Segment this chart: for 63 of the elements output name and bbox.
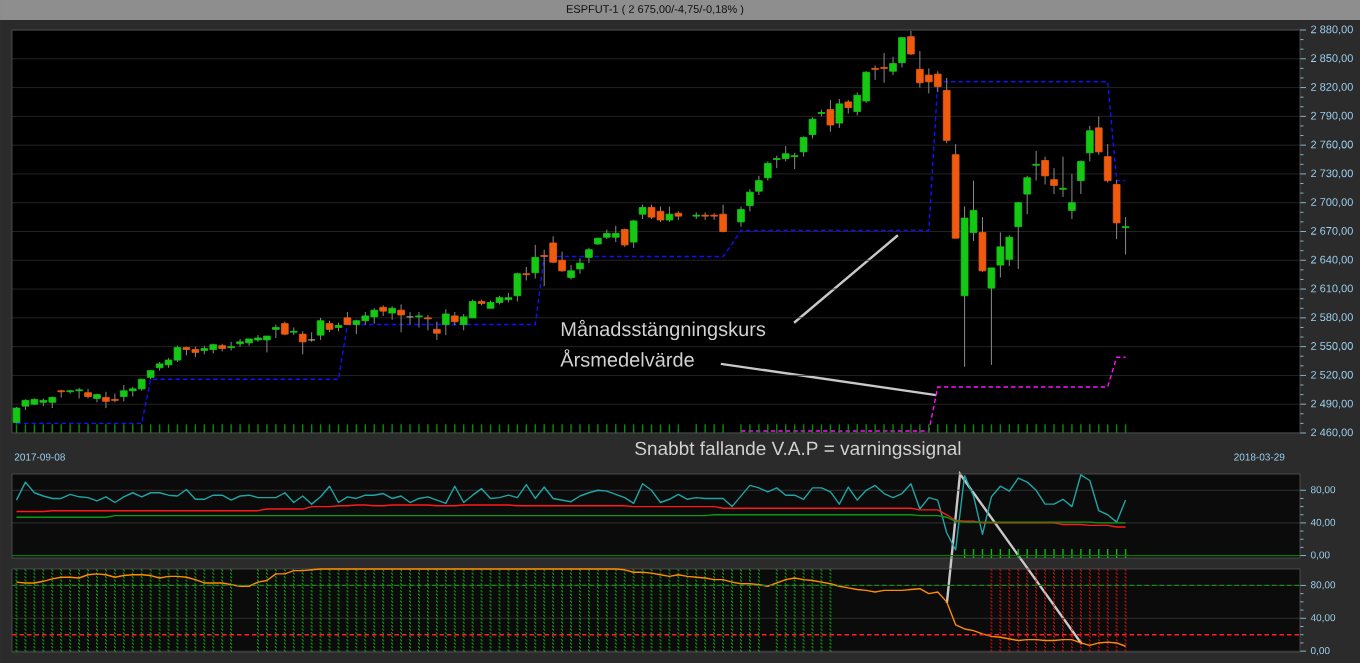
candlestick bbox=[1059, 156, 1067, 198]
candlestick bbox=[1094, 115, 1103, 156]
candlestick bbox=[808, 116, 817, 139]
candlestick bbox=[415, 311, 423, 328]
chart-title: ESPFUT-1 ( 2 675,00/-4,75/-0,18% ) bbox=[566, 4, 744, 16]
y-tick-label: 2 610,00 bbox=[1311, 284, 1353, 294]
candlestick bbox=[1023, 175, 1031, 215]
candlestick bbox=[442, 308, 450, 336]
candlestick bbox=[513, 272, 522, 303]
y-tick-label: 2 670,00 bbox=[1311, 226, 1353, 237]
candlestick bbox=[272, 324, 280, 339]
y-tick-label: 2 490,00 bbox=[1311, 399, 1353, 409]
y-tick-label: 2 850,00 bbox=[1311, 54, 1353, 64]
candlestick bbox=[764, 160, 772, 182]
candlestick bbox=[1077, 159, 1085, 195]
y-tick-label: 2 730,00 bbox=[1311, 169, 1353, 179]
candlestick bbox=[907, 30, 915, 56]
candlestick bbox=[1121, 216, 1130, 256]
candlestick bbox=[629, 219, 638, 249]
y-tick-label: 2 760,00 bbox=[1311, 140, 1353, 150]
candlestick bbox=[737, 206, 745, 228]
y-tick-label: 2 460,00 bbox=[1311, 428, 1353, 438]
candlestick bbox=[1050, 167, 1058, 195]
candlestick bbox=[298, 330, 307, 355]
candlestick bbox=[799, 136, 808, 158]
text: 2017-09-08 bbox=[14, 453, 65, 461]
y-tick-label: 2 640,00 bbox=[1311, 255, 1353, 265]
text: 2018-03-29 bbox=[1234, 453, 1285, 461]
candlestick bbox=[1032, 150, 1040, 182]
candlestick bbox=[576, 257, 584, 275]
candlestick bbox=[397, 303, 405, 333]
candlestick bbox=[406, 311, 414, 326]
candlestick bbox=[1086, 125, 1094, 162]
text: Snabbt fallande V.A.P = varningssignal bbox=[635, 441, 961, 459]
candlestick bbox=[826, 99, 835, 133]
y-tick-label: 2 550,00 bbox=[1311, 342, 1353, 352]
series-label: Månadsstängningskurs bbox=[561, 319, 766, 341]
candlestick bbox=[388, 305, 396, 321]
y-tick-label: 80,00 bbox=[1310, 581, 1336, 590]
candlestick bbox=[316, 317, 325, 341]
y-tick-label: 40,00 bbox=[1310, 614, 1336, 623]
y-tick-label: 40,00 bbox=[1310, 518, 1336, 528]
y-tick-label: 2 580,00 bbox=[1311, 313, 1353, 323]
candlestick bbox=[987, 267, 996, 366]
candlestick bbox=[1041, 156, 1049, 185]
candlestick bbox=[531, 244, 540, 279]
candlestick bbox=[433, 321, 441, 341]
annotation: Årsmedelvärde bbox=[560, 349, 694, 367]
y-tick-label: 2 880,00 bbox=[1311, 25, 1353, 35]
y-tick-label: 0,00 bbox=[1310, 647, 1330, 656]
candlestick bbox=[835, 98, 844, 129]
y-tick-label: 2 520,00 bbox=[1311, 370, 1353, 380]
candlestick bbox=[1103, 143, 1112, 184]
candlestick bbox=[889, 56, 897, 76]
y-tick-label: 2 790,00 bbox=[1311, 111, 1353, 121]
y-tick-label: 80,00 bbox=[1310, 486, 1336, 495]
candlestick bbox=[1014, 201, 1023, 270]
candlestick bbox=[1068, 173, 1076, 220]
y-tick-label: 2 820,00 bbox=[1311, 83, 1353, 93]
y-tick-label: 2 700,00 bbox=[1311, 198, 1353, 208]
y-tick-label: 0,00 bbox=[1310, 551, 1330, 560]
candlestick bbox=[424, 314, 432, 331]
candlestick bbox=[227, 341, 235, 351]
